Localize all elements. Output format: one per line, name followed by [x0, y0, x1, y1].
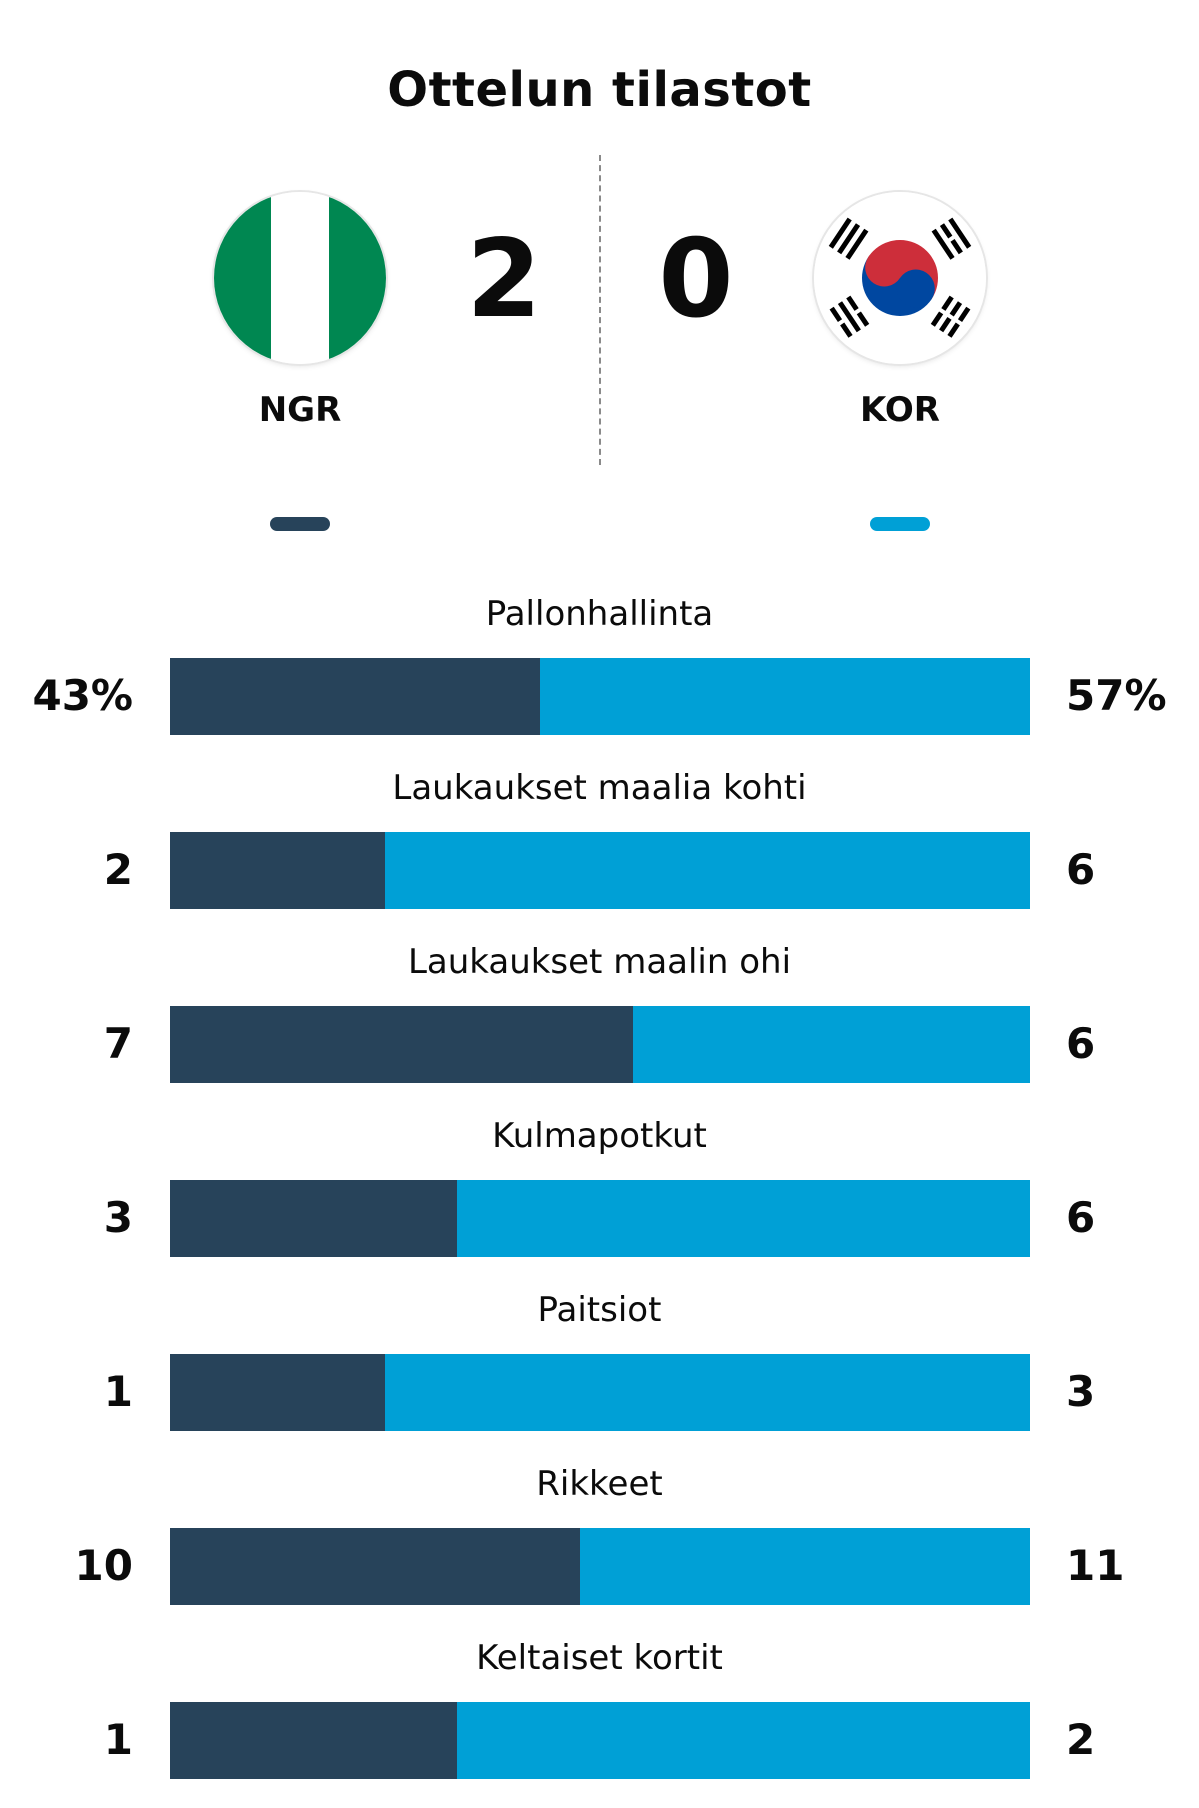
stat-bar-home [170, 1528, 580, 1605]
away-score: 0 [658, 217, 734, 342]
stat-label: Rikkeet [536, 1464, 663, 1504]
stat-bar-home [170, 832, 385, 909]
stat-away-value: 3 [1066, 1367, 1096, 1416]
score-divider [599, 155, 601, 465]
stat-row-yellow-cards: Keltaiset kortit 1 2 [0, 1634, 1199, 1808]
stat-home-value: 43% [32, 671, 133, 720]
stat-away-value: 6 [1066, 845, 1096, 894]
stat-row-possession: Pallonhallinta 43% 57% [0, 590, 1199, 764]
south-korea-flag-icon [814, 192, 986, 364]
stat-away-value: 11 [1066, 1541, 1125, 1590]
stat-label: Paitsiot [537, 1290, 662, 1330]
stat-bar [170, 832, 1030, 909]
stat-row-shots-off-target: Laukaukset maalin ohi 7 6 [0, 938, 1199, 1112]
stat-bar-home [170, 1006, 634, 1083]
nigeria-flag-icon [214, 192, 386, 364]
stat-away-value: 6 [1066, 1193, 1096, 1242]
stat-label: Keltaiset kortit [476, 1638, 723, 1678]
stat-row-corners: Kulmapotkut 3 6 [0, 1112, 1199, 1286]
stat-home-value: 1 [103, 1715, 133, 1764]
stat-label: Laukaukset maalin ohi [407, 942, 792, 982]
away-legend-swatch [870, 517, 930, 531]
stat-away-value: 57% [1066, 671, 1167, 720]
stat-home-value: 2 [103, 845, 133, 894]
stat-label: Kulmapotkut [492, 1116, 707, 1156]
stat-row-shots-on-target: Laukaukset maalia kohti 2 6 [0, 764, 1199, 938]
home-score: 2 [466, 217, 542, 342]
stat-bar-away [385, 1354, 1030, 1431]
stats-list: Pallonhallinta 43% 57% Laukaukset maalia… [0, 590, 1199, 1808]
stat-bar [170, 1006, 1030, 1083]
stat-row-fouls: Rikkeet 10 11 [0, 1460, 1199, 1634]
stat-label: Laukaukset maalia kohti [392, 768, 807, 808]
away-team-abbr: KOR [860, 390, 940, 430]
home-legend-swatch [270, 517, 330, 531]
stat-bar [170, 1180, 1030, 1257]
stat-home-value: 10 [74, 1541, 133, 1590]
stat-bar-home [170, 1180, 457, 1257]
stat-bar-home [170, 1354, 385, 1431]
stat-bar-home [170, 658, 540, 735]
page-title: Ottelun tilastot [387, 62, 812, 118]
home-team-abbr: NGR [258, 390, 342, 430]
stat-home-value: 1 [103, 1367, 133, 1416]
stat-bar-away [579, 1528, 1030, 1605]
stat-bar [170, 1354, 1030, 1431]
stat-bar-away [385, 832, 1030, 909]
stat-row-offsides: Paitsiot 1 3 [0, 1286, 1199, 1460]
stat-bar-away [539, 658, 1030, 735]
stat-bar [170, 658, 1030, 735]
stat-bar-away [633, 1006, 1030, 1083]
stat-home-value: 7 [103, 1019, 133, 1068]
stat-away-value: 2 [1066, 1715, 1096, 1764]
stat-bar-away [456, 1702, 1030, 1779]
stat-label: Pallonhallinta [485, 594, 714, 634]
stat-away-value: 6 [1066, 1019, 1096, 1068]
stat-bar-home [170, 1702, 457, 1779]
stat-bar-away [456, 1180, 1030, 1257]
stat-bar [170, 1702, 1030, 1779]
stat-home-value: 3 [103, 1193, 133, 1242]
stat-bar [170, 1528, 1030, 1605]
